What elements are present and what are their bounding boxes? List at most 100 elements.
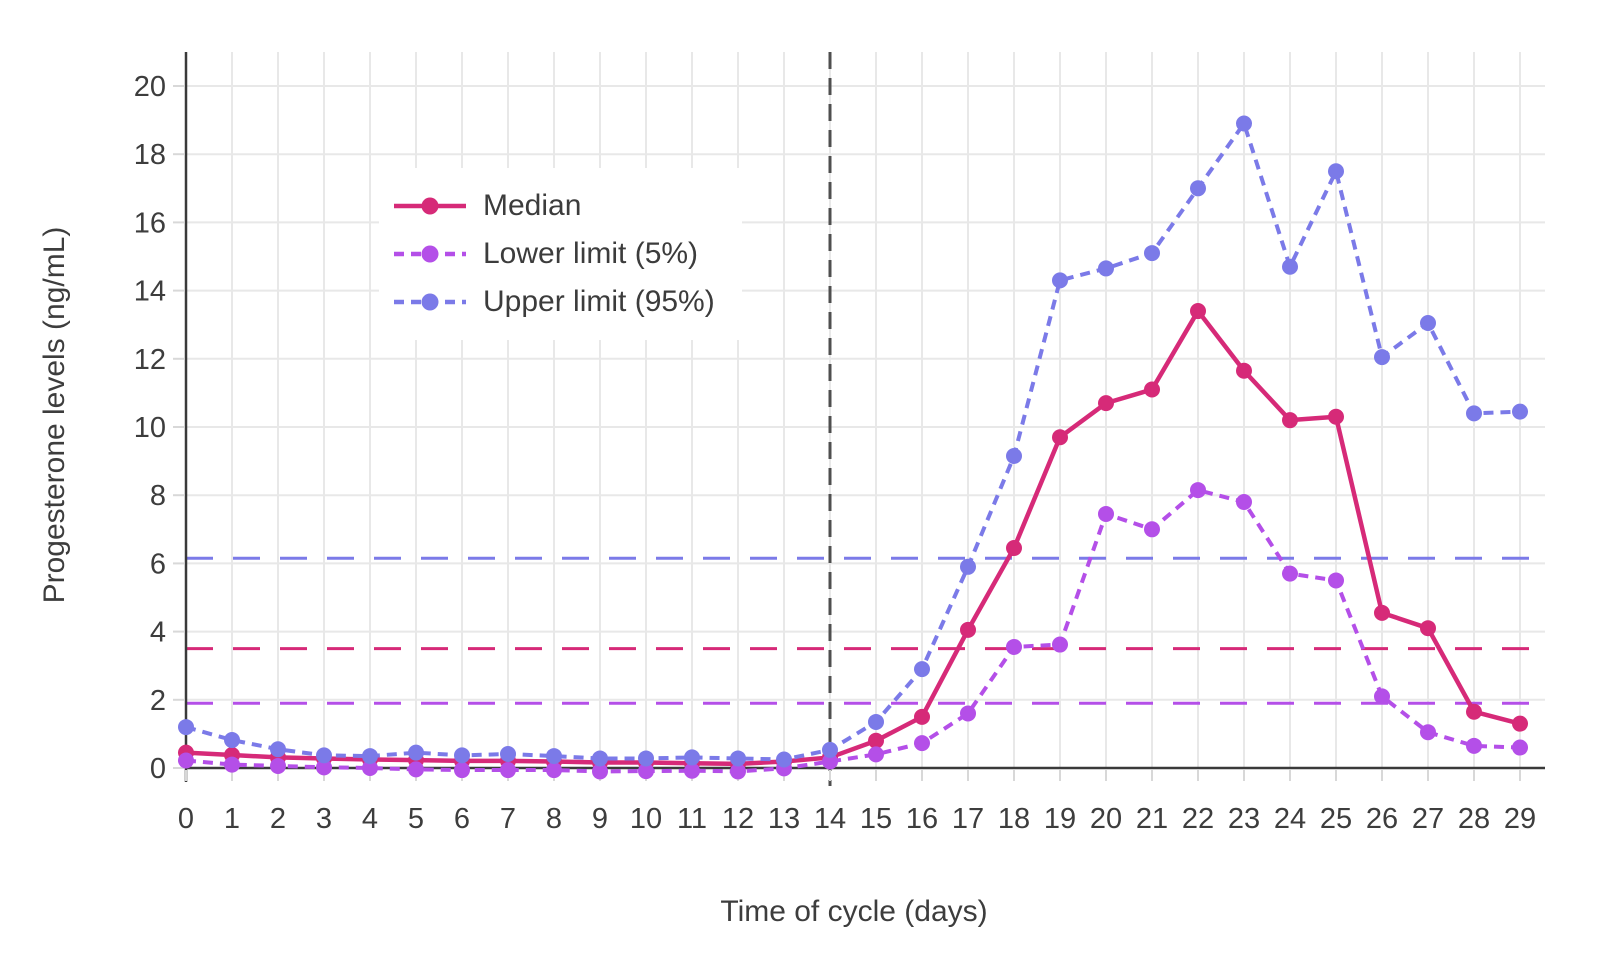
data-point [1052, 429, 1068, 446]
data-point [776, 751, 792, 768]
legend-item-median: Median [392, 182, 742, 230]
data-point [500, 746, 516, 763]
x-tick-label: 21 [1136, 803, 1168, 835]
y-tick-label: 20 [134, 71, 166, 103]
y-tick-label: 6 [150, 548, 166, 580]
data-point [408, 744, 424, 761]
y-tick-label: 4 [150, 617, 166, 649]
data-point [454, 762, 470, 779]
data-point [224, 756, 240, 773]
legend-label-lower-limit: Lower limit (5%) [483, 237, 699, 270]
y-tick-label: 14 [134, 276, 166, 308]
x-tick-label: 2 [270, 803, 286, 835]
gridlines [185, 52, 1545, 768]
data-point [638, 763, 654, 780]
x-tick-label: 7 [500, 803, 516, 835]
x-tick-label: 8 [546, 803, 562, 835]
x-axis-title: Time of cycle (days) [720, 895, 988, 928]
median-line-marker-icon [394, 197, 466, 215]
data-point [592, 763, 608, 780]
data-point [1098, 260, 1114, 277]
data-point [730, 750, 746, 767]
x-tick-label: 19 [1044, 803, 1076, 835]
data-point [1374, 688, 1390, 705]
data-point [1328, 408, 1344, 425]
x-tick-label: 10 [630, 803, 662, 835]
data-point [1236, 494, 1252, 511]
legend: Median Lower limit (5%) Upper limit (95%… [379, 168, 742, 340]
legend-item-upper-limit: Upper limit (95%) [392, 278, 742, 326]
data-point [1236, 362, 1252, 379]
data-point [868, 713, 884, 730]
data-point [1420, 724, 1436, 741]
data-point [914, 735, 930, 752]
x-tick-labels: 0 1 2 3 4 5 6 7 8 9 10 11 12 13 14 15 16 17 18 19 20 21 22 23 24… [178, 803, 1536, 835]
data-point [500, 762, 516, 779]
data-point [1374, 349, 1390, 366]
data-point [592, 750, 608, 767]
data-point [684, 749, 700, 766]
data-point [730, 763, 746, 780]
x-tick-label: 5 [408, 803, 424, 835]
data-point [1512, 403, 1528, 420]
data-point [270, 741, 286, 758]
x-tick-label: 13 [768, 803, 800, 835]
data-point [638, 750, 654, 767]
series-lower-limit-5 [178, 482, 1528, 780]
data-point [178, 752, 194, 769]
x-tick-label: 28 [1458, 803, 1490, 835]
data-point [1006, 447, 1022, 464]
x-tick-label: 4 [362, 803, 378, 835]
legend-label-upper-limit: Upper limit (95%) [483, 285, 715, 318]
data-point [960, 621, 976, 638]
data-point [546, 762, 562, 779]
x-tick-label: 24 [1274, 803, 1306, 835]
x-tick-label: 23 [1228, 803, 1260, 835]
data-point [546, 748, 562, 765]
data-point [1190, 482, 1206, 499]
data-point [362, 748, 378, 765]
data-point [1052, 272, 1068, 289]
data-point [1190, 180, 1206, 197]
y-tick-labels: 0 2 4 6 8 10 12 14 16 18 20 [134, 71, 166, 785]
data-point [1328, 572, 1344, 589]
data-point [224, 732, 240, 749]
data-point [822, 741, 838, 758]
x-tick-label: 17 [952, 803, 984, 835]
data-point [1144, 245, 1160, 262]
data-point [178, 719, 194, 736]
y-tick-label: 2 [150, 685, 166, 717]
data-point [316, 759, 332, 776]
data-point [1282, 258, 1298, 275]
x-tick-label: 22 [1182, 803, 1214, 835]
data-point [1282, 565, 1298, 582]
data-point [868, 746, 884, 763]
data-point [1006, 638, 1022, 655]
y-tick-label: 8 [150, 480, 166, 512]
y-axis-title: Progesterone levels (ng/mL) [38, 226, 71, 604]
x-tick-label: 20 [1090, 803, 1122, 835]
data-point [1328, 163, 1344, 180]
x-tick-label: 18 [998, 803, 1030, 835]
data-point [1420, 620, 1436, 637]
data-point [1144, 521, 1160, 538]
x-tick-label: 14 [814, 803, 846, 835]
data-point [316, 747, 332, 764]
series-upper-limit-95 [178, 115, 1528, 768]
legend-item-lower-limit: Lower limit (5%) [392, 230, 742, 278]
y-tick-label: 16 [134, 207, 166, 239]
x-tick-label: 0 [178, 803, 194, 835]
lower-limit-line-marker-icon [394, 245, 466, 263]
data-point [868, 732, 884, 749]
data-point [1466, 405, 1482, 422]
x-tick-label: 12 [722, 803, 754, 835]
x-tick-label: 15 [860, 803, 892, 835]
data-point [1466, 703, 1482, 720]
x-tick-label: 16 [906, 803, 938, 835]
tick-marks [173, 85, 1521, 781]
x-tick-label: 3 [316, 803, 332, 835]
x-tick-label: 27 [1412, 803, 1444, 835]
data-point [408, 761, 424, 778]
data-point [960, 705, 976, 722]
